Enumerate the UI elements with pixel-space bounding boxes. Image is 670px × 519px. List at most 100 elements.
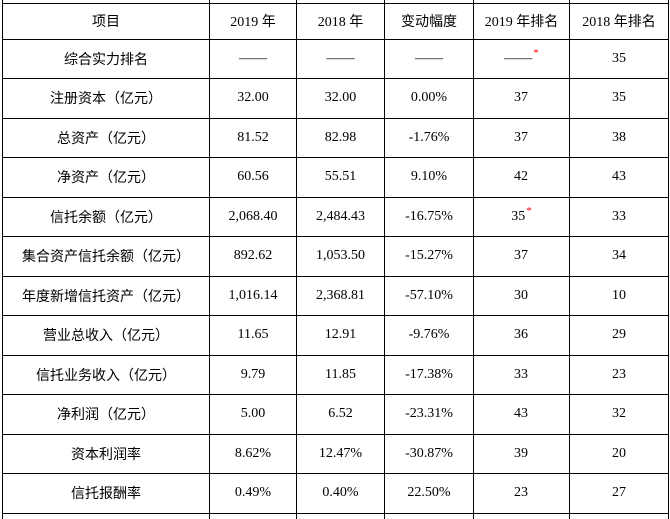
cell-rank-2018: 35 — [569, 78, 669, 119]
cell-rank-2019: 23 — [473, 473, 570, 514]
cell-2018: 1,053.50 — [296, 236, 385, 277]
cell-2019: 1,016.14 — [209, 275, 297, 316]
cell-change: -1.76% — [384, 117, 474, 158]
cell-2019: 32.00 — [209, 78, 297, 119]
cell-rank-2019: 33 — [473, 354, 570, 395]
cell-2019: 60.56 — [209, 157, 297, 198]
rank-2019-value: 36 — [514, 327, 528, 343]
rank-2019-value: 37 — [514, 248, 528, 264]
rank-2019-value: 42 — [514, 169, 528, 185]
cell-2019: 2,068.40 — [209, 196, 297, 237]
cell-2019: 11.65 — [209, 315, 297, 356]
row-label: 集合资产信托余额（亿元） — [2, 236, 210, 277]
cell-rank-2019: 43 — [473, 394, 570, 435]
cell-rank-2018: 23 — [569, 354, 669, 395]
cell-change: 9.10% — [384, 157, 474, 198]
cell-rank-2019: 37 — [473, 117, 570, 158]
cell-2018: 11.85 — [296, 354, 385, 395]
cell-2019: 8.62% — [209, 433, 297, 474]
rank-2019-value: 35 — [511, 208, 526, 224]
cell-rank-2018: 34 — [569, 236, 669, 277]
row-label: 注册资本（亿元） — [2, 78, 210, 119]
row-label: 营业总收入（亿元） — [2, 315, 210, 356]
rank-2019-value: 30 — [514, 287, 528, 303]
cell-2019: 892.62 — [209, 236, 297, 277]
cell-change: -30.87% — [384, 433, 474, 474]
cell-2019: 5.00 — [209, 394, 297, 435]
cell-rank-2019: 30 — [473, 275, 570, 316]
header-cell-2019: 2019 年 — [209, 3, 297, 40]
rank-2019-value: 39 — [514, 445, 528, 461]
cell-rank-2019: 37 — [473, 78, 570, 119]
table-row: 综合实力排名 —— —— —— ——* 35 — [2, 38, 669, 79]
row-label: 净利润（亿元） — [2, 394, 210, 435]
cell-2019: —— — [209, 38, 297, 79]
table-row: 年度新增信托资产（亿元） 1,016.14 2,368.81 -57.10% 3… — [2, 275, 669, 316]
cell-change: 22.50% — [384, 473, 474, 514]
cropped-row-top — [2, 0, 669, 4]
row-label: 总资产（亿元） — [2, 117, 210, 158]
header-cell-change: 变动幅度 — [384, 3, 474, 40]
cell-2019: 9.79 — [209, 354, 297, 395]
row-label: 信托余额（亿元） — [2, 196, 210, 237]
header-cell-2018: 2018 年 — [296, 3, 385, 40]
cell-rank-2019: 39 — [473, 433, 570, 474]
cell-2019: 81.52 — [209, 117, 297, 158]
table-row: 资本利润率 8.62% 12.47% -30.87% 39 20 — [2, 433, 669, 474]
rank-2019-value: 43 — [514, 406, 528, 422]
cell-change: —— — [384, 38, 474, 79]
cell-rank-2019: ——* — [473, 38, 570, 79]
footnote-star: * — [526, 205, 532, 218]
cell-2018: —— — [296, 38, 385, 79]
cropped-row-bottom — [2, 513, 669, 519]
cell-rank-2018: 29 — [569, 315, 669, 356]
cell-2018: 0.40% — [296, 473, 385, 514]
table-row: 信托业务收入（亿元） 9.79 11.85 -17.38% 33 23 — [2, 354, 669, 395]
cell-change: -16.75% — [384, 196, 474, 237]
cell-rank-2018: 35 — [569, 38, 669, 79]
table-row: 总资产（亿元） 81.52 82.98 -1.76% 37 38 — [2, 117, 669, 158]
cell-rank-2018: 20 — [569, 433, 669, 474]
cell-change: -23.31% — [384, 394, 474, 435]
cell-2018: 82.98 — [296, 117, 385, 158]
header-cell-rank-2019: 2019 年排名 — [473, 3, 570, 40]
cell-2018: 6.52 — [296, 394, 385, 435]
cell-2018: 55.51 — [296, 157, 385, 198]
cell-2019: 0.49% — [209, 473, 297, 514]
rank-2019-value: 23 — [514, 485, 528, 501]
cell-2018: 2,484.43 — [296, 196, 385, 237]
row-label: 资本利润率 — [2, 433, 210, 474]
cell-2018: 12.91 — [296, 315, 385, 356]
cell-rank-2018: 32 — [569, 394, 669, 435]
cell-rank-2019: 35* — [473, 196, 570, 237]
header-cell-item: 项目 — [2, 3, 210, 40]
header-cell-rank-2018: 2018 年排名 — [569, 3, 669, 40]
cell-rank-2018: 27 — [569, 473, 669, 514]
cell-change: -15.27% — [384, 236, 474, 277]
table-row: 净资产（亿元） 60.56 55.51 9.10% 42 43 — [2, 157, 669, 198]
table-row: 信托余额（亿元） 2,068.40 2,484.43 -16.75% 35* 3… — [2, 196, 669, 237]
cell-rank-2018: 33 — [569, 196, 669, 237]
rank-2019-value: 37 — [514, 129, 528, 145]
table-row: 净利润（亿元） 5.00 6.52 -23.31% 43 32 — [2, 394, 669, 435]
row-label: 年度新增信托资产（亿元） — [2, 275, 210, 316]
header-row: 项目 2019 年 2018 年 变动幅度 2019 年排名 2018 年排名 — [2, 3, 669, 40]
cell-rank-2018: 43 — [569, 157, 669, 198]
cell-2018: 2,368.81 — [296, 275, 385, 316]
row-label: 信托报酬率 — [2, 473, 210, 514]
rank-2019-value: 37 — [514, 90, 528, 106]
rank-2019-value: 33 — [514, 366, 528, 382]
footnote-star: * — [533, 47, 539, 60]
row-label: 综合实力排名 — [2, 38, 210, 79]
table-row: 信托报酬率 0.49% 0.40% 22.50% 23 27 — [2, 473, 669, 514]
table-row: 营业总收入（亿元） 11.65 12.91 -9.76% 36 29 — [2, 315, 669, 356]
row-label: 净资产（亿元） — [2, 157, 210, 198]
cell-rank-2019: 36 — [473, 315, 570, 356]
cell-change: -17.38% — [384, 354, 474, 395]
cell-rank-2018: 38 — [569, 117, 669, 158]
cell-rank-2019: 42 — [473, 157, 570, 198]
table-row: 注册资本（亿元） 32.00 32.00 0.00% 37 35 — [2, 78, 669, 119]
cell-change: -9.76% — [384, 315, 474, 356]
